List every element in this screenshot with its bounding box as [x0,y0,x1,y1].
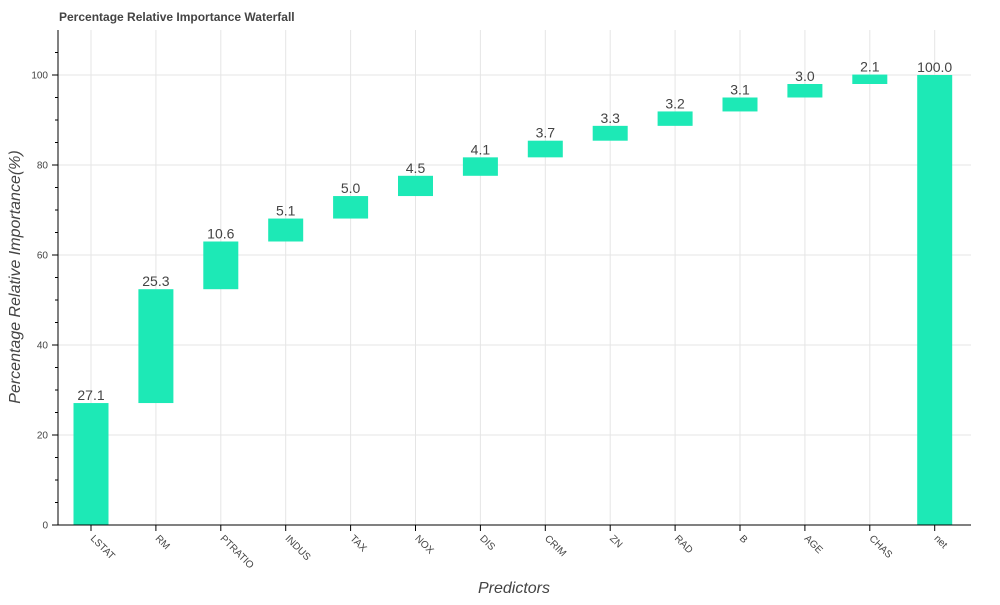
bar-zn [592,125,628,141]
data-label-dis: 4.1 [471,141,491,157]
y-axis-title: Percentage Relative Importance(%) [7,150,24,403]
x-tick-label-chas: CHAS [867,533,895,561]
bar-ptratio [203,241,239,290]
x-tick-label-ptratio: PTRATIO [218,533,256,571]
data-label-crim: 3.7 [536,125,556,141]
bar-dis [462,157,498,176]
bar-indus [268,218,304,242]
bar-net [917,75,953,525]
x-tick-label-age: AGE [802,533,825,556]
x-tick-label-rm: RM [153,533,172,552]
x-tick-label-tax: TAX [347,533,368,554]
x-tick-label-dis: DIS [477,533,497,553]
y-tick-label: 0 [42,521,48,532]
data-labels: 27.1 25.3 10.6 5.1 5.0 4.5 4.1 3.7 3.3 3.2 3.1 3.0 2… [77,59,952,403]
y-tick-label: 80 [37,161,49,172]
x-tick-label-zn: ZN [607,533,624,550]
x-tick-label-indus: INDUS [283,533,313,563]
data-label-age: 3.0 [795,68,815,84]
data-label-nox: 4.5 [406,160,426,176]
x-tick-label-b: B [737,533,750,546]
bar-crim [527,140,563,158]
data-label-chas: 2.1 [860,59,880,75]
bar-tax [333,196,369,219]
x-tick-label-lstat: LSTAT [88,533,117,562]
y-tick-label: 100 [31,71,48,82]
x-tick-label-crim: CRIM [542,533,568,559]
grid [58,30,971,526]
x-tick-label-nox: NOX [412,533,435,556]
data-label-zn: 3.3 [600,110,620,126]
chart-title: Percentage Relative Importance Waterfall [59,10,295,24]
x-tick-label-rad: RAD [672,533,695,556]
y-tick-label: 60 [37,251,49,262]
data-label-b: 3.1 [730,82,750,98]
bar-chas [852,74,888,84]
y-tick-label: 20 [37,431,49,442]
bar-rm [138,289,174,404]
data-label-rm: 25.3 [142,273,169,289]
data-label-tax: 5.0 [341,180,361,196]
data-label-net: 100.0 [917,59,952,75]
data-label-lstat: 27.1 [77,387,104,403]
data-label-ptratio: 10.6 [207,226,234,242]
bars [73,74,953,525]
bar-rad [657,111,693,126]
x-tick-label-net: net [932,533,950,551]
bar-age [787,84,823,98]
bar-b [722,97,758,112]
data-label-rad: 3.2 [665,95,685,111]
bar-nox [398,175,433,197]
y-tick-label: 40 [37,341,49,352]
bar-lstat [73,403,109,525]
x-axis-title: Predictors [478,580,550,597]
data-label-indus: 5.1 [276,203,296,219]
